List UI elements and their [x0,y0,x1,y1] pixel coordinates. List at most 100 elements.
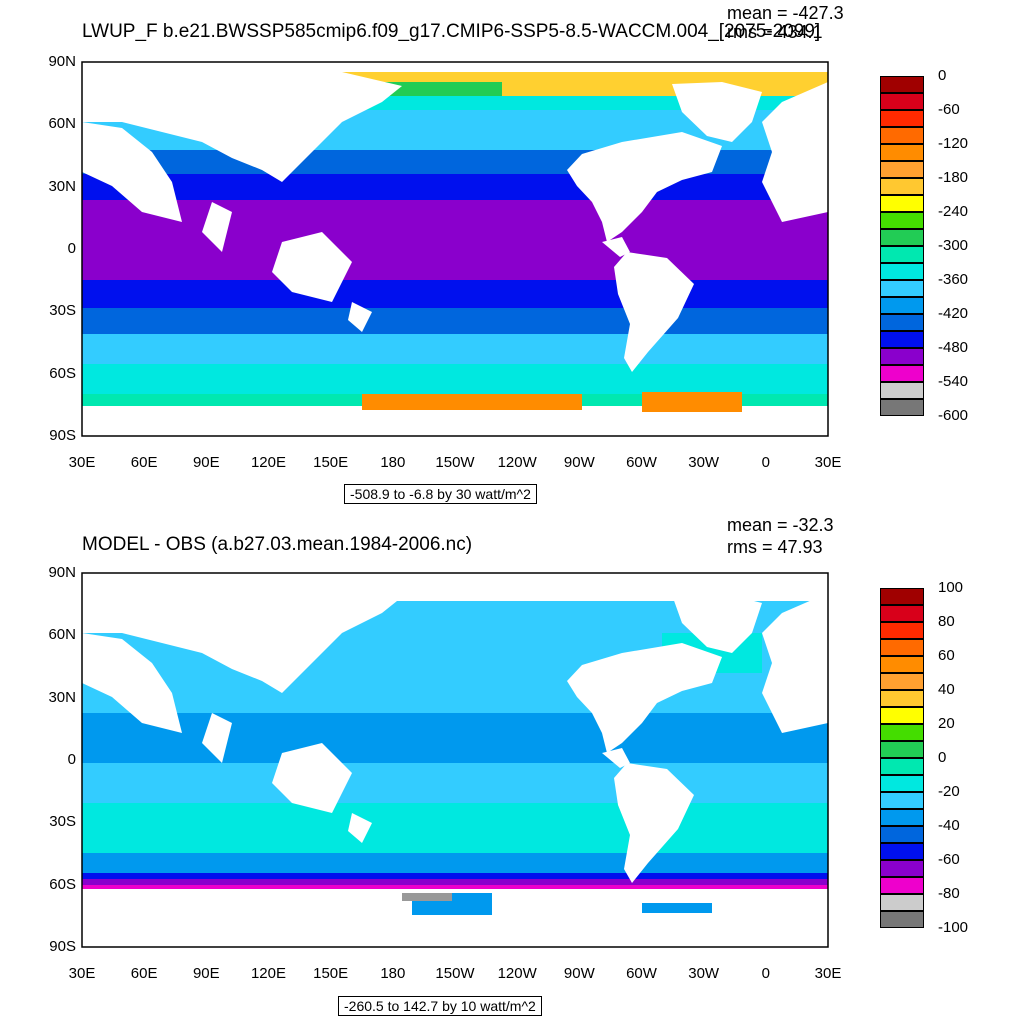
top-map [81,61,829,437]
colorbar-label: -600 [938,407,969,424]
lon-label: 120E [250,965,287,982]
colorbar-swatch [880,758,924,775]
colorbar-swatch [880,110,924,127]
antarctica-land [82,923,828,947]
top-tropics-band [82,200,828,280]
central-america-land [602,237,630,257]
asia-land [82,583,402,693]
new-zealand-land [348,813,372,843]
bottom-panel-rms: rms = 47.93 [727,537,823,557]
lon-label: 90E [192,454,220,471]
lat-label: 60S [49,364,76,382]
top-weddell-sea-band [642,392,742,412]
europe-land [762,593,828,733]
top-ross-sea-band [362,394,582,410]
lon-label: 120W [497,965,537,982]
bottom-antarctic-edge-dark [82,873,828,879]
colorbar-label: -540 [938,373,969,390]
lon-label: 60E [130,965,158,982]
colorbar-label: -80 [938,885,960,902]
colorbar-label: -420 [938,305,969,322]
colorbar-swatch [880,246,924,263]
lat-label: 60S [49,875,76,893]
lon-label: 90W [563,965,595,982]
top-edge-land [82,62,828,72]
colorbar-swatch [880,809,924,826]
colorbar-swatch [880,860,924,877]
south-america-land [614,252,694,372]
lon-label: 90E [192,965,220,982]
lon-label: 30E [68,454,96,471]
north-america-land [567,132,722,242]
colorbar-label: -60 [938,101,960,118]
colorbar-swatch [880,741,924,758]
colorbar-label: 80 [938,613,955,630]
top-panel-mean: mean = -427.3 [727,3,844,23]
bottom-range-label: -260.5 to 142.7 by 10 watt/m^2 [338,996,542,1016]
colorbar-swatch [880,263,924,280]
top-range-label: -508.9 to -6.8 by 30 watt/m^2 [344,484,537,504]
colorbar-label: 0 [938,67,947,84]
colorbar-label: -120 [938,135,969,152]
lon-label: 90W [563,454,595,471]
lat-label: 30N [48,177,76,195]
bottom-tropical-band [82,713,828,763]
colorbar-swatch [880,280,924,297]
colorbar-swatch [880,144,924,161]
lat-label: 90N [48,564,76,581]
colorbar-swatch [880,314,924,331]
lon-label: 60W [626,454,657,471]
colorbar-swatch [880,775,924,792]
lat-label: 0 [67,240,76,257]
colorbar-swatch [880,894,924,911]
top-map-frame [81,61,829,437]
colorbar-label: 100 [938,579,964,596]
colorbar-label: -240 [938,203,969,220]
lon-label: 30E [814,454,842,471]
lat-label: 90S [49,938,76,955]
lon-label: 150W [435,454,475,471]
bottom-map [81,572,829,948]
africa-land [82,633,182,733]
top-south-midlat-band [82,334,828,364]
colorbar-swatch [880,178,924,195]
lon-label: 120W [497,454,537,471]
colorbar-swatch [880,399,924,416]
lon-label: 30E [68,965,96,982]
bottom-grey-patch [402,893,452,901]
colorbar-swatch [880,656,924,673]
lon-label: 150E [313,965,349,982]
colorbar-swatch [880,843,924,860]
colorbar-swatch [880,588,924,605]
colorbar-swatch [880,93,924,110]
south-america-land [614,763,694,883]
lat-label: 30S [49,813,76,831]
asia-land [82,72,402,182]
colorbar-swatch [880,911,924,928]
colorbar-swatch [880,229,924,246]
lon-label: 30W [688,454,720,471]
colorbar-swatch [880,826,924,843]
colorbar-label: -20 [938,783,960,800]
bottom-panel-title: MODEL - OBS (a.b27.03.mean.1984-2006.nc) [82,534,473,555]
top-edge-land [82,573,828,583]
bottom-antarctic-edge-magenta [82,885,828,889]
central-america-land [602,748,630,768]
bottom-southern-cyan-band [82,803,828,853]
lon-label: 30W [688,965,720,982]
colorbar-label: -40 [938,817,960,834]
colorbar-label: 0 [938,749,947,766]
colorbar-label: -480 [938,339,969,356]
colorbar-swatch [880,382,924,399]
north-america-land [567,643,722,753]
colorbar-label: 20 [938,715,955,732]
lat-label: 90S [49,427,76,444]
colorbar-label: -60 [938,851,960,868]
lon-label: 0 [761,454,770,471]
lon-label: 0 [761,965,770,982]
greenland-land [672,593,762,653]
colorbar-swatch [880,792,924,809]
lat-label: 30N [48,688,76,706]
top-north-trade-band [82,174,828,200]
australia-land [272,743,352,813]
